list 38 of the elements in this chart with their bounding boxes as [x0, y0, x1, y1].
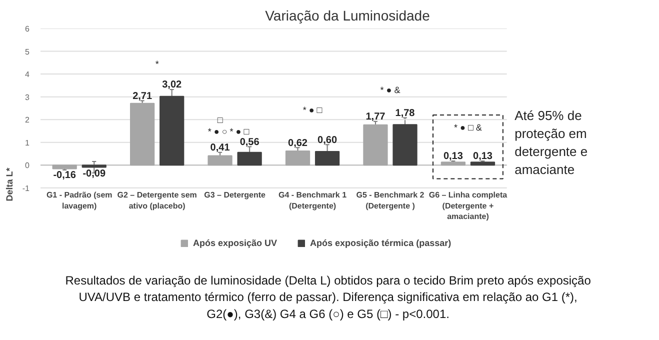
data-label: 0,13: [473, 151, 493, 162]
x-tick-label: G6 – Linha completa (Detergente + amaciante): [428, 190, 508, 222]
data-label: 1,77: [366, 112, 386, 123]
text: Resultados de variação de luminosidade (Delta L) obtidos para o tecido Brim preto após exposição UVA/UVB e tratamento térmico (ferro de passar). Diferença significativa em relação ao G1 (*), G2(●), G3(&) G4 a G6 (○) e G5 (□) - p<0.001.: [65, 273, 592, 321]
data-label: 0,41: [210, 142, 230, 154]
x-tick-label: G5 - Benchmark 2 (Detergente ): [356, 190, 425, 210]
data-label: 2,71: [132, 90, 152, 102]
data-label: 1,78: [395, 108, 416, 119]
annotation: * ● ○ * ● □: [208, 126, 250, 136]
y-tick-label: -1: [22, 184, 30, 193]
legend-label: Após exposição térmica (passar): [310, 238, 452, 248]
annotation: * ● □ &: [454, 122, 482, 133]
legend-label: Após exposição UV: [193, 238, 278, 248]
chart-title: Variação da Luminosidade: [265, 8, 430, 24]
y-tick-label: 6: [25, 24, 30, 34]
annotation: * ● &: [380, 85, 400, 95]
data-label: 0,62: [288, 138, 308, 149]
x-tick-label: G1 - Padrão (sem lavagem): [46, 190, 112, 210]
y-axis-title: Delta L*: [4, 167, 14, 202]
x-tick-label: G4 - Benchmark 1 (Detergente): [278, 190, 348, 210]
x-tick-label: G2 – Detergente sem ativo (placebo): [117, 190, 197, 210]
x-tick-label: G3 – Detergente: [204, 190, 266, 200]
data-label: -0,09: [82, 168, 106, 180]
annotation: □: [217, 115, 224, 126]
data-label: 0,60: [318, 134, 338, 146]
annotation: * ● □: [302, 105, 323, 116]
y-tick-label: 1: [25, 138, 30, 148]
data-label: 3,02: [162, 80, 182, 91]
data-label: 0,56: [240, 136, 260, 148]
data-label: -0,16: [53, 170, 76, 182]
data-label: 0,13: [443, 151, 464, 162]
y-tick-label: 0: [25, 161, 30, 170]
annotation: *: [155, 59, 160, 70]
y-tick-label: 2: [25, 116, 30, 125]
y-tick-label: 5: [25, 47, 30, 56]
y-tick-label: 3: [25, 92, 30, 102]
text: Até 95% de proteção em detergente e amaciante: [514, 108, 588, 177]
y-tick-label: 4: [25, 70, 30, 80]
